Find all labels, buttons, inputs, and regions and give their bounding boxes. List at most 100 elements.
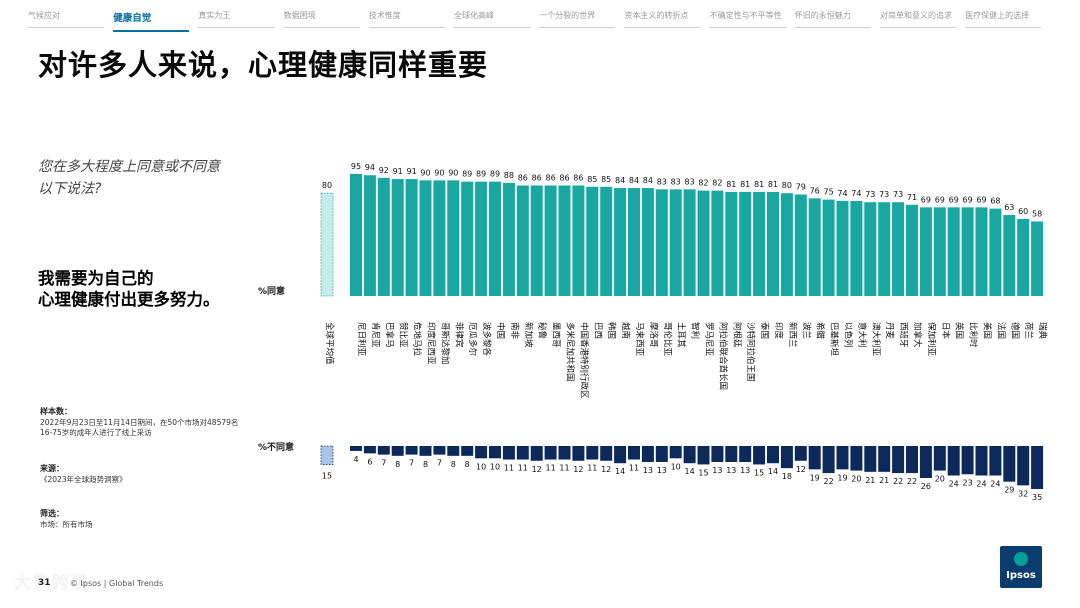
category-label: 日本 xyxy=(940,322,951,340)
average-disagree-bar xyxy=(320,445,334,465)
nav-tab-1[interactable]: 健康自觉 xyxy=(113,10,190,32)
disagree-value-label: 32 xyxy=(1018,489,1028,498)
nav-tab-9[interactable]: 怀旧的永恒魅力 xyxy=(794,10,871,28)
disagree-value-label: 7 xyxy=(409,459,414,468)
disagree-bar xyxy=(600,446,613,461)
agree-bar xyxy=(739,191,752,296)
category-label: 比利时 xyxy=(968,322,979,348)
disagree-value-label: 20 xyxy=(851,475,861,484)
agree-bar xyxy=(850,200,863,296)
category-label: 法国 xyxy=(995,322,1006,339)
category-label: 波兰 xyxy=(801,322,812,339)
disagree-value-label: 15 xyxy=(698,468,708,477)
agree-value-label: 91 xyxy=(393,167,403,176)
agree-value-label: 84 xyxy=(629,176,639,185)
agree-bar xyxy=(461,181,474,296)
disagree-value-label: 21 xyxy=(865,476,875,485)
category-label: 新加坡 xyxy=(523,322,534,348)
nav-tab-3[interactable]: 数据困境 xyxy=(283,10,360,28)
category-label: 澳大利亚 xyxy=(870,322,881,357)
category-label: 哥斯达黎加 xyxy=(439,322,450,365)
disagree-value-label: 14 xyxy=(685,467,695,476)
category-label: 墨西哥 xyxy=(551,322,561,348)
disagree-value-label: 13 xyxy=(712,466,722,475)
disagree-bar xyxy=(614,446,627,464)
nav-tab-0[interactable]: 气候应对 xyxy=(28,10,104,28)
category-label: 希腊 xyxy=(815,322,826,340)
disagree-bar xyxy=(516,446,529,460)
agree-value-label: 88 xyxy=(504,171,514,180)
agree-value-label: 82 xyxy=(712,179,722,188)
filter-heading: 筛选： xyxy=(40,509,64,518)
category-label: 罗马尼亚 xyxy=(704,322,714,357)
disagree-bar xyxy=(683,446,696,464)
disagree-bar xyxy=(947,446,960,476)
agree-value-label: 79 xyxy=(796,182,806,191)
disagree-value-label: 14 xyxy=(768,467,778,476)
agree-bar xyxy=(489,181,501,296)
agree-bar xyxy=(836,200,849,296)
agree-bar xyxy=(669,189,682,296)
disagree-value-label: 8 xyxy=(423,460,428,469)
agree-bar xyxy=(753,191,766,296)
agree-value-label: 90 xyxy=(420,168,430,177)
disagree-value-label: 8 xyxy=(451,460,456,469)
category-label: 巴基斯坦 xyxy=(829,322,840,357)
disagree-bar xyxy=(780,446,793,469)
survey-question: 您在多大程度上同意或不同意以下说法? xyxy=(38,159,220,197)
disagree-value-label: 24 xyxy=(990,480,1000,489)
category-label: 荷兰 xyxy=(1023,322,1034,339)
agree-axis-label: %同意 xyxy=(258,287,286,297)
agree-value-label: 95 xyxy=(351,162,361,171)
disagree-value-label: 13 xyxy=(657,466,667,475)
agree-value-label: 89 xyxy=(462,170,472,179)
category-label: 丹麦 xyxy=(884,322,895,340)
category-label: 越南 xyxy=(620,322,631,339)
agree-value-label: 85 xyxy=(587,175,597,184)
category-label: 智利 xyxy=(690,322,701,339)
nav-tab-2[interactable]: 真实为王 xyxy=(198,10,275,28)
category-label: 巴西 xyxy=(592,322,602,339)
disagree-bar xyxy=(739,446,752,462)
disagree-value-label: 21 xyxy=(879,476,889,485)
disagree-bar xyxy=(836,446,849,470)
agree-bar xyxy=(892,202,905,296)
category-label: 阿根廷 xyxy=(731,322,742,348)
disagree-bar xyxy=(447,446,460,456)
disagree-bar xyxy=(822,446,835,474)
disagree-value-label: 15 xyxy=(754,468,764,477)
disagree-value-label: 13 xyxy=(740,466,750,475)
category-label: 美国 xyxy=(982,322,993,339)
nav-tab-5[interactable]: 全球化高峰 xyxy=(454,10,530,28)
statement-line-1: 我需要为自己的 xyxy=(38,269,154,288)
disagree-bar xyxy=(697,446,710,465)
ipsos-logo: Ipsos xyxy=(1000,546,1042,588)
disagree-bar xyxy=(572,446,585,461)
category-label: 厄瓜多尔 xyxy=(467,322,478,357)
nav-tab-6[interactable]: 一个分裂的世界 xyxy=(539,10,616,28)
disagree-value-label: 4 xyxy=(353,455,358,464)
agree-bar xyxy=(864,202,877,296)
average-agree-value: 80 xyxy=(322,181,332,190)
disagree-value-label: 10 xyxy=(476,462,486,471)
disagree-bar xyxy=(558,446,571,460)
disagree-bar xyxy=(961,446,974,475)
agree-bar xyxy=(433,180,446,296)
nav-tab-8[interactable]: 不确定性与不平等性 xyxy=(709,10,786,28)
disagree-bar xyxy=(475,446,488,459)
disagree-value-label: 29 xyxy=(1004,486,1014,495)
agree-value-label: 68 xyxy=(990,197,1000,206)
agree-value-label: 86 xyxy=(559,173,569,182)
nav-tab-10[interactable]: 对简单和意义的追求 xyxy=(880,10,956,28)
agree-bar xyxy=(419,180,432,296)
nav-tab-7[interactable]: 资本主义的转折点 xyxy=(624,10,701,28)
nav-tab-4[interactable]: 技术惟度 xyxy=(368,10,445,28)
disagree-bar xyxy=(377,446,390,455)
agree-value-label: 84 xyxy=(643,176,653,185)
agree-bar xyxy=(794,194,807,296)
nav-tab-11[interactable]: 医疗保健上的选择 xyxy=(965,10,1042,28)
category-label: 印度尼西亚 xyxy=(426,322,437,365)
disagree-bar xyxy=(489,446,501,459)
agree-bar xyxy=(447,180,460,296)
agree-bar xyxy=(808,198,821,296)
